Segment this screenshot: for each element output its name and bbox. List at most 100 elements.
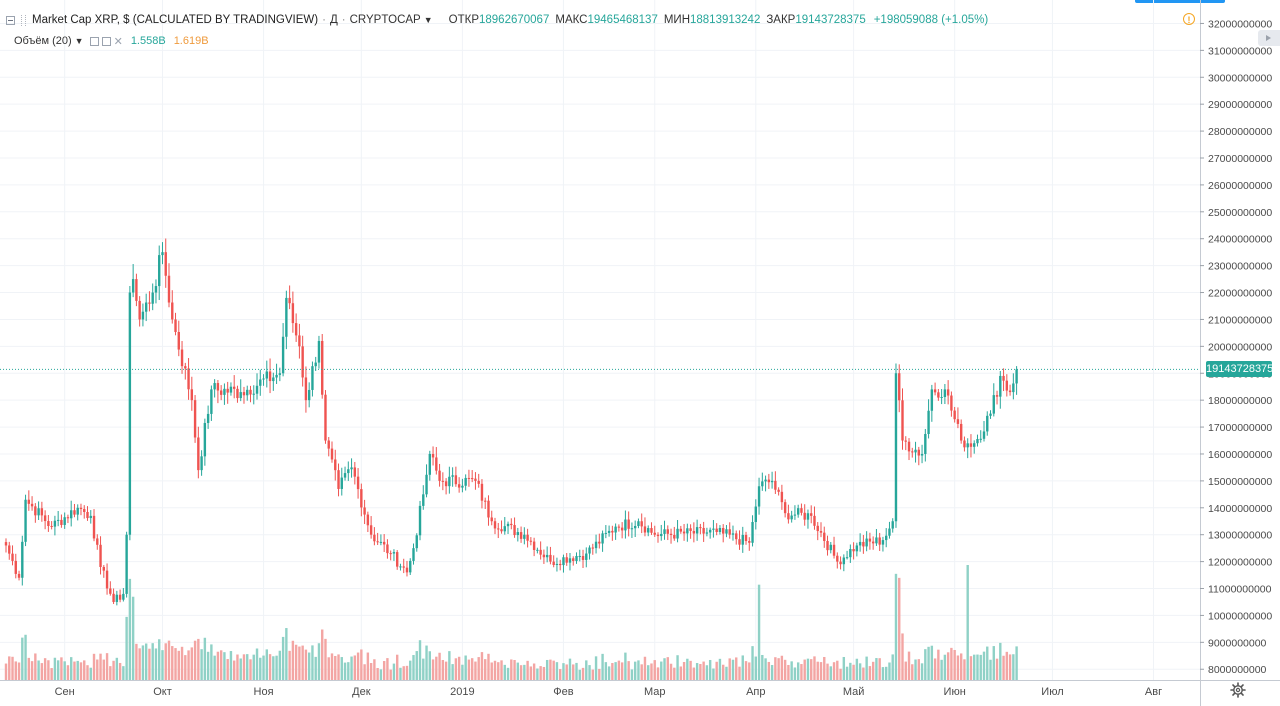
gear-icon[interactable] [1230, 682, 1246, 698]
volume-bar [193, 640, 197, 680]
price-axis-label: 13000000000 [1208, 530, 1272, 542]
volume-bar [973, 654, 976, 680]
close-label: ЗАКР [766, 14, 796, 26]
top-accent-bar [1135, 0, 1225, 3]
exchange-label[interactable]: CRYPTOCAP [349, 14, 421, 26]
volume-bar [878, 658, 881, 680]
settings-small-icon[interactable] [101, 36, 111, 46]
candle-body [819, 531, 823, 533]
candle-body [790, 515, 793, 520]
candle-body [780, 491, 784, 503]
candle-body [14, 560, 17, 574]
close-icon[interactable]: ✕ [113, 35, 123, 48]
volume-legend[interactable]: Объём (20) ▼ ✕ 1.558B 1.619B [14, 34, 209, 48]
volume-bar [816, 661, 819, 680]
volume-bar [523, 664, 526, 680]
eye-icon[interactable] [89, 36, 99, 46]
price-axis-label: 10000000000 [1208, 610, 1272, 622]
candle-body [122, 593, 125, 600]
candle-body [4, 542, 8, 546]
volume-bar [317, 643, 321, 680]
price-axis-label: 32000000000 [1208, 18, 1272, 30]
candle-body [862, 541, 865, 547]
volume-bar [493, 660, 497, 680]
volume-bar [914, 659, 917, 680]
candle-body [868, 538, 872, 542]
candle-body [353, 467, 357, 477]
volume-bar [578, 669, 581, 680]
volume-bar [226, 659, 229, 680]
candle-body [184, 366, 187, 369]
volume-label[interactable]: Объём (20) [14, 35, 72, 47]
candle-body [291, 303, 295, 324]
candle-body [86, 511, 89, 519]
volume-bar [246, 654, 249, 680]
volume-bar [969, 656, 973, 680]
volume-bar [457, 656, 461, 680]
volume-bar [73, 661, 76, 680]
candle-body [581, 555, 585, 560]
interval-label[interactable]: Д [329, 14, 338, 26]
volume-bar [278, 650, 282, 680]
candle-body [141, 311, 145, 320]
volume-bar [842, 656, 846, 680]
candle-body [226, 388, 229, 393]
candle-body [510, 523, 513, 526]
candle-body [810, 513, 813, 516]
volume-bar [907, 651, 911, 680]
volume-bar [206, 651, 210, 680]
volume-bar [855, 658, 859, 680]
candle-body [640, 521, 643, 527]
volume-bar [751, 646, 754, 680]
time-axis-label: Авг [1145, 686, 1162, 698]
collapse-square-icon[interactable] [6, 15, 15, 25]
candle-body [30, 503, 34, 507]
volume-bar [539, 666, 542, 680]
candle-body [392, 552, 396, 554]
drag-handle-icon[interactable] [21, 14, 26, 26]
candle-body [17, 573, 21, 578]
price-axis-label: 17000000000 [1208, 422, 1272, 434]
candle-body [594, 541, 598, 549]
candle-body [855, 545, 859, 552]
candle-body [321, 340, 324, 395]
symbol-title[interactable]: Market Cap XRP, $ (CALCULATED BY TRADING… [32, 14, 319, 26]
toggle-panel-button[interactable] [1258, 30, 1280, 46]
volume-bar [770, 665, 774, 680]
caret-down-icon[interactable]: ▼ [423, 15, 433, 25]
candle-body [708, 529, 712, 533]
info-circle-icon[interactable]: ! [1183, 13, 1195, 25]
volume-bar [415, 651, 418, 680]
candle-body [767, 479, 771, 483]
volume-bar [891, 654, 894, 680]
candle-body [76, 507, 79, 515]
volume-bar [598, 668, 601, 680]
candle-body [236, 388, 239, 399]
change-value: +198059088 (+1.05%) [873, 14, 989, 26]
volume-bar [11, 656, 14, 680]
volume-bar [673, 667, 676, 680]
volume-bar [392, 663, 396, 680]
volume-bar [311, 645, 314, 680]
volume-bar [832, 662, 836, 680]
candle-body [650, 528, 653, 533]
volume-bar [810, 659, 813, 680]
volume-bar [738, 666, 741, 680]
volume-bar [601, 653, 604, 680]
candle-body [973, 443, 976, 447]
volume-bar [144, 643, 148, 680]
candle-body [233, 386, 236, 389]
candle-body [307, 389, 311, 401]
symbol-legend[interactable]: Market Cap XRP, $ (CALCULATED BY TRADING… [6, 11, 988, 29]
candle-body [89, 515, 92, 519]
candle-body [816, 525, 819, 532]
candle-body [118, 594, 122, 600]
price-axis-label: 28000000000 [1208, 126, 1272, 138]
volume-caret-down-icon[interactable]: ▼ [74, 36, 84, 46]
high-label: МАКС [555, 14, 588, 26]
candle-body [56, 519, 60, 521]
volume-bar [76, 660, 79, 680]
candle-body [272, 377, 275, 382]
volume-bar [748, 662, 751, 680]
